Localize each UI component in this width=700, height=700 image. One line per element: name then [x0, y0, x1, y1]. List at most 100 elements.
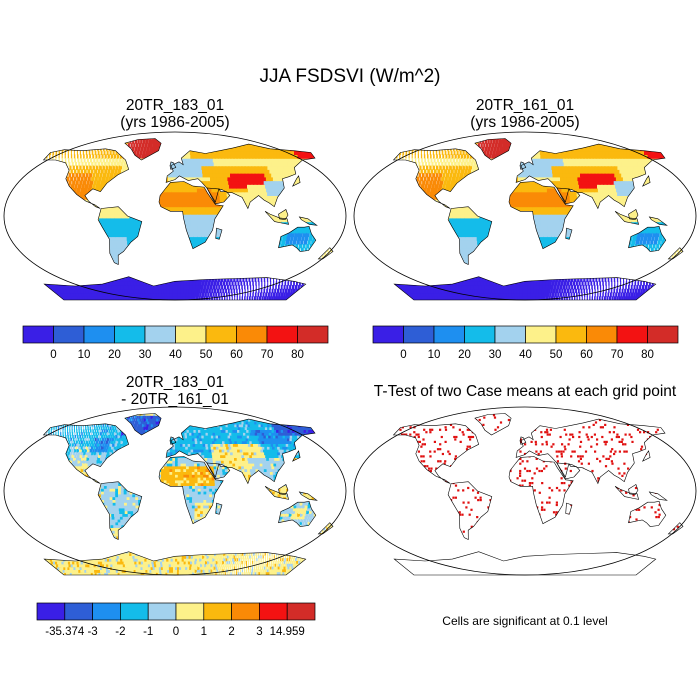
panel-case2-title: 20TR_161_01 (yrs 1986-2005)	[375, 97, 675, 131]
significant-cell	[423, 465, 426, 468]
significant-cell	[626, 423, 630, 426]
significant-cell	[672, 537, 675, 541]
significant-cell	[540, 431, 543, 434]
significant-cell	[435, 467, 438, 470]
significant-cell	[421, 443, 424, 446]
colorbar-box	[175, 325, 207, 344]
significant-cell	[636, 416, 639, 419]
significant-cell	[431, 428, 434, 431]
panel-difference-title: 20TR_183_01 - 20TR_161_01	[25, 374, 325, 408]
significant-cell	[612, 414, 615, 417]
significant-cell	[519, 469, 522, 473]
significant-cell	[413, 435, 416, 439]
significant-cell	[560, 477, 563, 480]
significant-cell	[564, 467, 567, 470]
colorbar-tick-label: 50	[550, 349, 563, 361]
significant-cell	[430, 467, 433, 470]
significant-cell	[440, 414, 443, 417]
significant-cell	[403, 418, 407, 422]
significant-cell	[528, 469, 531, 473]
significant-cell	[423, 460, 426, 463]
significant-cell	[581, 455, 584, 458]
colorbar-box	[586, 325, 618, 344]
significant-cell	[577, 460, 581, 463]
significant-cell	[531, 477, 534, 480]
significant-cell	[492, 414, 496, 417]
significant-cell	[409, 418, 412, 422]
significant-cell	[433, 440, 436, 443]
significant-cell	[436, 448, 440, 451]
significant-cell	[439, 443, 442, 446]
map-border	[3, 406, 347, 576]
panel-case1-title: 20TR_183_01 (yrs 1986-2005)	[25, 97, 325, 131]
significant-cell	[457, 489, 460, 492]
significant-cell	[555, 450, 558, 453]
significant-cell	[452, 426, 455, 429]
colorbar-box	[286, 602, 316, 621]
significant-cell	[423, 428, 426, 431]
significant-cell	[563, 482, 566, 485]
colorbar-box	[92, 602, 121, 621]
significant-cell	[643, 506, 646, 509]
significant-cell	[578, 431, 581, 434]
significant-cell	[601, 426, 604, 429]
significant-cell	[541, 482, 544, 485]
significant-cell	[544, 431, 547, 434]
significant-cell	[618, 472, 621, 475]
significant-cell	[572, 435, 575, 439]
significant-cell	[620, 489, 623, 492]
significant-cell	[454, 455, 457, 458]
colorbar-tick-label: 60	[580, 349, 593, 361]
significant-cell	[519, 472, 522, 475]
significant-cell	[454, 438, 457, 441]
significant-cell	[535, 467, 539, 470]
significant-cell	[540, 435, 543, 439]
significant-cell	[476, 516, 479, 519]
significant-cell	[594, 421, 598, 424]
colorbar-tick-label: 70	[611, 349, 624, 361]
significant-cell	[582, 426, 585, 429]
significant-cell	[422, 455, 425, 458]
significant-cell	[631, 440, 634, 443]
colorbar-box	[236, 325, 268, 344]
significant-cell	[590, 435, 593, 439]
colorbar-box	[203, 602, 232, 621]
significant-cell	[588, 426, 591, 429]
significant-cell	[533, 472, 536, 475]
significant-cell	[521, 479, 524, 482]
significant-cell	[555, 503, 558, 507]
significant-cell	[489, 499, 492, 502]
significant-cell	[531, 482, 534, 485]
significant-cell	[650, 506, 653, 509]
significant-cell	[560, 482, 563, 485]
significant-cell	[474, 496, 477, 499]
colorbar-box	[231, 602, 260, 621]
significant-cell	[534, 443, 538, 446]
significant-cell	[420, 460, 423, 463]
significant-cell	[521, 484, 524, 487]
colorbar-tick-label: 40	[169, 349, 182, 361]
significant-cell	[569, 433, 572, 436]
significant-cell	[543, 467, 546, 470]
colorbar-tick-label: 50	[200, 349, 213, 361]
significant-cell	[546, 431, 549, 434]
significant-cell	[518, 484, 522, 487]
significant-cell	[555, 513, 558, 516]
significant-cell	[523, 452, 527, 456]
significant-cell	[545, 428, 549, 431]
significant-cell	[433, 450, 436, 453]
significant-cell	[429, 469, 432, 473]
significant-cell	[595, 443, 599, 446]
significant-cell	[561, 443, 564, 446]
figure-title: JJA FSDSVI (W/m^2)	[259, 66, 441, 87]
significant-cell	[548, 501, 551, 504]
significant-cell	[455, 435, 458, 439]
significant-cell	[622, 443, 625, 446]
significant-cell	[409, 426, 412, 429]
colorbar-box	[616, 325, 648, 344]
significant-cell	[459, 440, 462, 443]
colorbar-case2: 0 10 20 30 40 50 60 70 80	[372, 325, 679, 361]
significant-cell	[469, 435, 472, 439]
significant-cell	[384, 438, 386, 440]
significant-cell	[523, 479, 527, 482]
